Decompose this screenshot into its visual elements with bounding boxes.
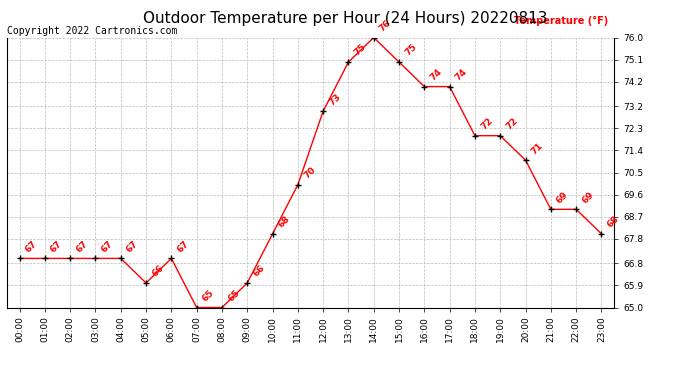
Text: 75: 75 xyxy=(403,43,419,58)
Text: Temperature (°F): Temperature (°F) xyxy=(514,16,608,26)
Text: 74: 74 xyxy=(428,67,444,82)
Text: 67: 67 xyxy=(99,239,115,254)
Text: 68: 68 xyxy=(277,214,292,230)
Text: 68: 68 xyxy=(606,214,621,230)
Text: 67: 67 xyxy=(175,239,191,254)
Text: 66: 66 xyxy=(251,264,266,279)
Text: 76: 76 xyxy=(378,18,393,33)
Text: 72: 72 xyxy=(504,116,520,132)
Text: 73: 73 xyxy=(327,92,343,107)
Text: 67: 67 xyxy=(75,239,90,254)
Text: 71: 71 xyxy=(530,141,545,156)
Text: 65: 65 xyxy=(226,288,242,303)
Text: 70: 70 xyxy=(302,165,317,181)
Text: 72: 72 xyxy=(479,116,495,132)
Text: 75: 75 xyxy=(353,43,368,58)
Text: 74: 74 xyxy=(454,67,469,82)
Text: 67: 67 xyxy=(49,239,64,254)
Text: Copyright 2022 Cartronics.com: Copyright 2022 Cartronics.com xyxy=(7,26,177,36)
Text: 69: 69 xyxy=(555,190,571,205)
Text: 66: 66 xyxy=(150,264,166,279)
Text: 69: 69 xyxy=(580,190,595,205)
Text: 67: 67 xyxy=(125,239,140,254)
Text: Outdoor Temperature per Hour (24 Hours) 20220813: Outdoor Temperature per Hour (24 Hours) … xyxy=(143,11,547,26)
Text: 65: 65 xyxy=(201,288,216,303)
Text: 67: 67 xyxy=(23,239,39,254)
